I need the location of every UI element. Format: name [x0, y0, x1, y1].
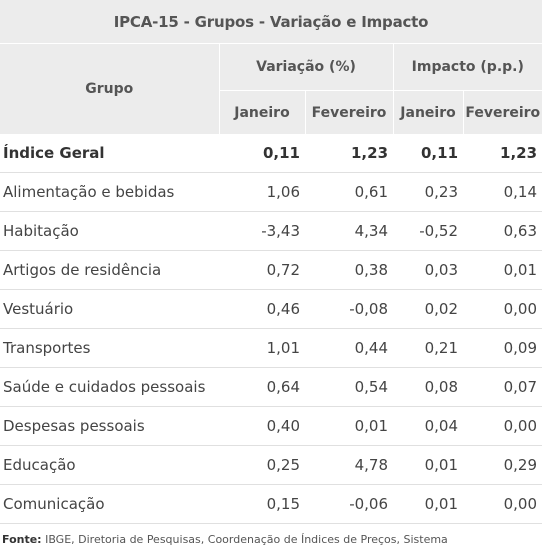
- cell-impacto-janeiro: -0,52: [393, 211, 464, 251]
- cell-variacao-fevereiro: 4,34: [305, 211, 394, 251]
- cell-impacto-fevereiro: 0,00: [463, 289, 542, 329]
- cell-variacao-janeiro: -3,43: [219, 211, 305, 251]
- header-variacao-janeiro: Janeiro: [218, 90, 305, 134]
- cell-impacto-fevereiro: 0,09: [463, 328, 542, 368]
- cell-impacto-janeiro: 0,03: [393, 250, 464, 290]
- cell-grupo: Comunicação: [0, 484, 219, 524]
- cell-grupo: Habitação: [0, 211, 219, 251]
- cell-variacao-fevereiro: 0,38: [305, 250, 394, 290]
- cell-variacao-fevereiro: 0,61: [305, 172, 394, 212]
- cell-variacao-janeiro: 1,01: [219, 328, 305, 368]
- cell-variacao-janeiro: 0,64: [219, 367, 305, 407]
- table-row: Vestuário 0,46 -0,08 0,02 0,00: [0, 289, 542, 329]
- table-row: Educação 0,25 4,78 0,01 0,29: [0, 445, 542, 485]
- cell-impacto-fevereiro: 1,23: [463, 134, 542, 173]
- header-variacao: Variação (%): [218, 43, 394, 91]
- cell-variacao-janeiro: 0,11: [219, 134, 305, 173]
- cell-impacto-janeiro: 0,08: [393, 367, 464, 407]
- cell-variacao-fevereiro: 1,23: [305, 134, 394, 173]
- cell-variacao-fevereiro: 0,01: [305, 406, 394, 446]
- cell-grupo: Artigos de residência: [0, 250, 219, 290]
- cell-variacao-fevereiro: -0,08: [305, 289, 394, 329]
- header-row-groups: Grupo Variação (%) Impacto (p.p.): [0, 43, 542, 134]
- cell-impacto-fevereiro: 0,00: [463, 406, 542, 446]
- cell-variacao-janeiro: 0,15: [219, 484, 305, 524]
- data-table: Grupo Variação (%) Impacto (p.p.) Janeir…: [0, 43, 542, 524]
- cell-impacto-fevereiro: 0,63: [463, 211, 542, 251]
- cell-impacto-fevereiro: 0,14: [463, 172, 542, 212]
- cell-impacto-fevereiro: 0,29: [463, 445, 542, 485]
- table-row: Comunicação 0,15 -0,06 0,01 0,00: [0, 484, 542, 524]
- header-impacto-janeiro: Janeiro: [392, 90, 464, 134]
- header-variacao-fevereiro: Fevereiro: [304, 90, 394, 134]
- cell-impacto-janeiro: 0,02: [393, 289, 464, 329]
- cell-variacao-janeiro: 0,40: [219, 406, 305, 446]
- header-impacto-fevereiro: Fevereiro: [462, 90, 542, 134]
- table-row: Alimentação e bebidas 1,06 0,61 0,23 0,14: [0, 172, 542, 212]
- cell-grupo: Despesas pessoais: [0, 406, 219, 446]
- source-label: Fonte:: [2, 533, 42, 546]
- cell-variacao-janeiro: 0,46: [219, 289, 305, 329]
- cell-grupo: Vestuário: [0, 289, 219, 329]
- header-row-months: Janeiro Fevereiro Janeiro Fevereiro: [0, 90, 542, 134]
- cell-grupo: Alimentação e bebidas: [0, 172, 219, 212]
- cell-impacto-janeiro: 0,01: [393, 445, 464, 485]
- source-note: Fonte: IBGE, Diretoria de Pesquisas, Coo…: [0, 524, 542, 546]
- table-row-total: Índice Geral 0,11 1,23 0,11 1,23: [0, 134, 542, 173]
- table-row: Transportes 1,01 0,44 0,21 0,09: [0, 328, 542, 368]
- cell-variacao-fevereiro: -0,06: [305, 484, 394, 524]
- header-grupo: Grupo: [0, 43, 219, 134]
- cell-variacao-janeiro: 0,25: [219, 445, 305, 485]
- cell-impacto-janeiro: 0,23: [393, 172, 464, 212]
- cell-impacto-janeiro: 0,21: [393, 328, 464, 368]
- cell-grupo: Saúde e cuidados pessoais: [0, 367, 219, 407]
- cell-grupo: Educação: [0, 445, 219, 485]
- cell-variacao-fevereiro: 0,44: [305, 328, 394, 368]
- cell-grupo: Índice Geral: [0, 134, 219, 173]
- header-impacto: Impacto (p.p.): [392, 43, 542, 91]
- cell-impacto-fevereiro: 0,07: [463, 367, 542, 407]
- cell-impacto-fevereiro: 0,01: [463, 250, 542, 290]
- cell-variacao-janeiro: 0,72: [219, 250, 305, 290]
- source-text: IBGE, Diretoria de Pesquisas, Coordenaçã…: [41, 533, 448, 546]
- cell-variacao-fevereiro: 0,54: [305, 367, 394, 407]
- cell-impacto-janeiro: 0,11: [393, 134, 464, 173]
- cell-impacto-fevereiro: 0,00: [463, 484, 542, 524]
- cell-variacao-janeiro: 1,06: [219, 172, 305, 212]
- cell-impacto-janeiro: 0,01: [393, 484, 464, 524]
- cell-variacao-fevereiro: 4,78: [305, 445, 394, 485]
- table-row: Despesas pessoais 0,40 0,01 0,04 0,00: [0, 406, 542, 446]
- cell-impacto-janeiro: 0,04: [393, 406, 464, 446]
- cell-grupo: Transportes: [0, 328, 219, 368]
- table-row: Saúde e cuidados pessoais 0,64 0,54 0,08 0,0…: [0, 367, 542, 407]
- table-row: Artigos de residência 0,72 0,38 0,03 0,01: [0, 250, 542, 290]
- table-title: IPCA-15 - Grupos - Variação e Impacto: [0, 0, 542, 43]
- table-body: Índice Geral 0,11 1,23 0,11 1,23 Alimentação …: [0, 134, 542, 524]
- table-row: Habitação -3,43 4,34 -0,52 0,63: [0, 211, 542, 251]
